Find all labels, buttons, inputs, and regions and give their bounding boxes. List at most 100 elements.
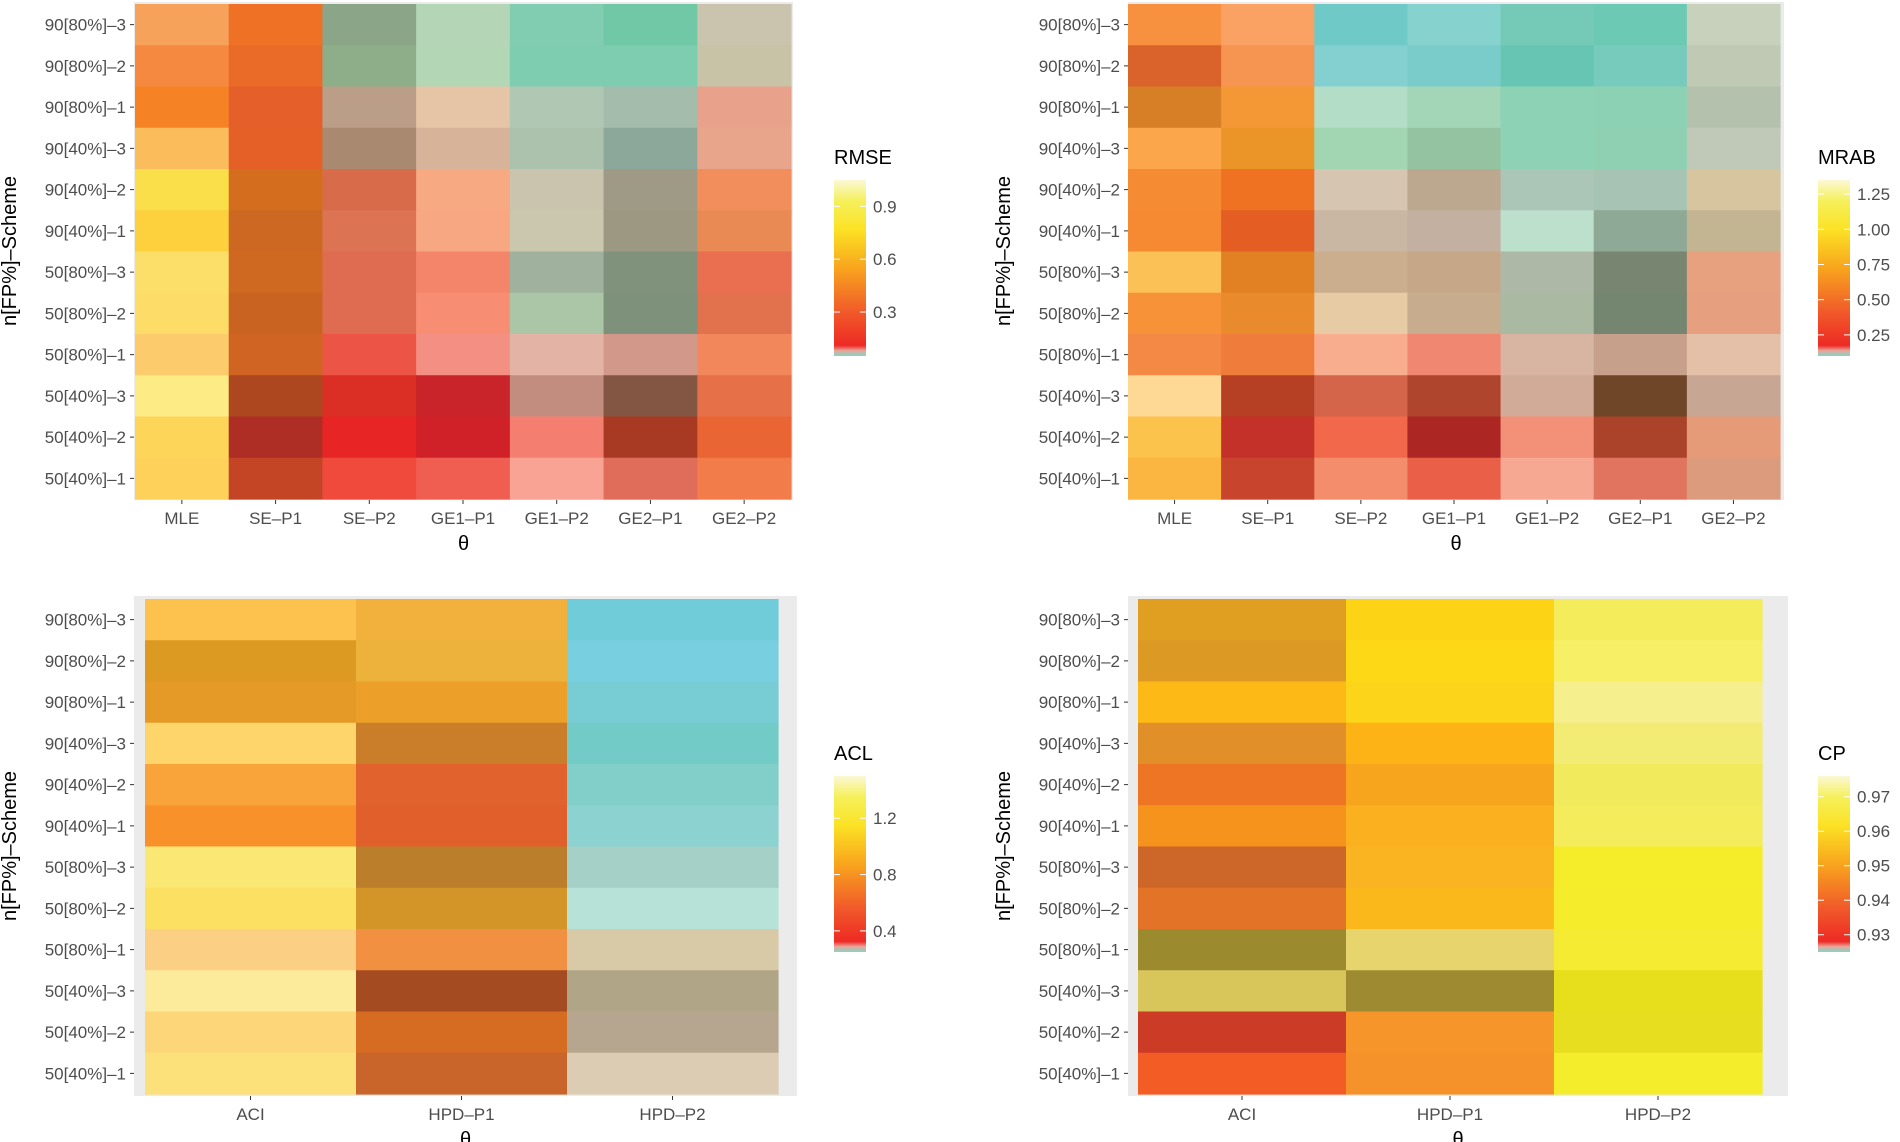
- heatmap-cell: [1128, 292, 1222, 335]
- heatmap-cell: [356, 1011, 568, 1054]
- heatmap-cell: [322, 292, 417, 335]
- heatmap-panel-cp: 90[80%]–3 90[80%]–2 90[80%]–1 90[40%]–3 90[4…: [993, 596, 1890, 1142]
- legend-colorbar: [834, 776, 866, 952]
- y-tick-label: 50[80%]–2: [1039, 899, 1120, 918]
- heatmap-cell: [1593, 45, 1688, 88]
- heatmap-cell: [1554, 805, 1763, 848]
- heatmap-cell: [1500, 375, 1595, 418]
- heatmap-cell: [567, 640, 779, 683]
- y-tick-label: 50[40%]–2: [45, 1023, 126, 1042]
- heatmap-cell: [1593, 210, 1688, 253]
- heatmap-cell: [1314, 457, 1409, 500]
- heatmap-cell: [145, 846, 357, 889]
- heatmap-cell: [135, 86, 230, 129]
- heatmap-cell: [1221, 457, 1315, 500]
- x-tick-label: MLE: [164, 509, 199, 528]
- heatmap-cell: [322, 210, 417, 253]
- heatmap-cell: [1346, 640, 1555, 683]
- heatmap-cell: [1128, 251, 1222, 294]
- heatmap-cell: [1686, 375, 1781, 418]
- heatmap-cell: [1314, 169, 1409, 211]
- heatmap-cell: [1593, 375, 1688, 418]
- heatmap-cell: [1314, 292, 1409, 335]
- y-tick-label: 50[80%]–3: [45, 263, 126, 282]
- heatmap-cell: [1686, 86, 1781, 129]
- heatmap-cell: [509, 334, 605, 376]
- heatmap-cell: [356, 970, 568, 1013]
- heatmap-cell: [509, 251, 605, 294]
- heatmap-cell: [356, 764, 568, 806]
- y-tick-label: 90[40%]–2: [45, 776, 126, 795]
- heatmap-cell: [416, 251, 511, 294]
- heatmap-cell: [1500, 210, 1595, 253]
- heatmap-cell: [416, 457, 511, 500]
- heatmap-cell: [1593, 416, 1688, 459]
- heatmap-cell: [145, 722, 357, 765]
- heatmap-cell: [1314, 210, 1409, 253]
- x-tick-label: HPD–P1: [428, 1105, 494, 1124]
- heatmap-cell: [567, 1011, 779, 1054]
- x-axis-title: θ: [458, 533, 469, 555]
- heatmap-cell: [1500, 169, 1595, 211]
- legend-title: RMSE: [834, 147, 892, 169]
- heatmap-cell: [603, 127, 698, 170]
- legend-tick-label: 0.6: [873, 250, 897, 269]
- heatmap-cell: [356, 681, 568, 724]
- heatmap-cell: [1138, 887, 1347, 930]
- x-tick-label: GE2–P1: [618, 509, 682, 528]
- heatmap-cell: [135, 416, 230, 459]
- heatmap-cell: [1407, 127, 1502, 170]
- y-axis-title: n[FP%]–Scheme: [0, 176, 21, 326]
- heatmap-cell: [135, 169, 230, 211]
- heatmap-cell: [697, 457, 792, 500]
- heatmap-panel-mrab: 90[80%]–3 90[80%]–2 90[80%]–1 90[40%]–3 90[4…: [993, 2, 1890, 555]
- heatmap-cell: [509, 292, 605, 335]
- heatmap-cell: [1346, 599, 1555, 641]
- y-tick-label: 90[80%]–1: [1039, 693, 1120, 712]
- y-tick-label: 90[40%]–3: [45, 734, 126, 753]
- heatmap-cell: [1138, 970, 1347, 1013]
- heatmap-cell: [1686, 210, 1781, 253]
- heatmap-cell: [145, 805, 357, 848]
- y-tick-label: 50[40%]–1: [1039, 1064, 1120, 1083]
- heatmap-cell: [145, 599, 357, 641]
- heatmap-cell: [145, 929, 357, 971]
- heatmap-cell: [416, 210, 511, 253]
- heatmap-cell: [145, 1011, 357, 1054]
- legend-tick-label: 0.4: [873, 922, 897, 941]
- heatmap-cell: [322, 457, 417, 500]
- heatmap-panel-rmse: 90[80%]–3 90[80%]–2 90[80%]–1 90[40%]–3 90[4…: [0, 2, 897, 555]
- heatmap-cell: [322, 416, 417, 459]
- x-tick-label: SE–P1: [249, 509, 302, 528]
- heatmap-cell: [1346, 722, 1555, 765]
- y-tick-label: 90[40%]–3: [1039, 734, 1120, 753]
- heatmap-cell: [416, 127, 511, 170]
- heatmap-cell: [135, 457, 230, 500]
- y-tick-label: 90[80%]–2: [45, 57, 126, 76]
- x-tick-label: GE1–P2: [1515, 509, 1579, 528]
- heatmap-cell: [228, 4, 324, 46]
- heatmap-cell: [1593, 4, 1688, 46]
- legend-tick-label: 0.96: [1857, 822, 1890, 841]
- y-tick-label: 90[40%]–3: [1039, 139, 1120, 158]
- legend-title: ACL: [834, 743, 873, 765]
- heatmap-cell: [145, 681, 357, 724]
- heatmap-cell: [1407, 416, 1502, 459]
- heatmap-cell: [603, 86, 698, 129]
- heatmap-cell: [1407, 292, 1502, 335]
- heatmap-cell: [1221, 127, 1315, 170]
- x-tick-label: ACI: [1228, 1105, 1256, 1124]
- heatmap-cell: [1221, 210, 1315, 253]
- heatmap-cell: [322, 86, 417, 129]
- x-tick-label: SE–P1: [1241, 509, 1294, 528]
- heatmap-cell: [135, 251, 230, 294]
- heatmap-cell: [697, 86, 792, 129]
- x-axis-title: θ: [1450, 533, 1461, 555]
- heatmap-cell: [416, 292, 511, 335]
- heatmap-cell: [1593, 251, 1688, 294]
- heatmap-cell: [567, 846, 779, 889]
- y-tick-label: 50[40%]–2: [1039, 428, 1120, 447]
- heatmap-cell: [228, 210, 324, 253]
- heatmap-cell: [1346, 887, 1555, 930]
- heatmap-cell: [1500, 127, 1595, 170]
